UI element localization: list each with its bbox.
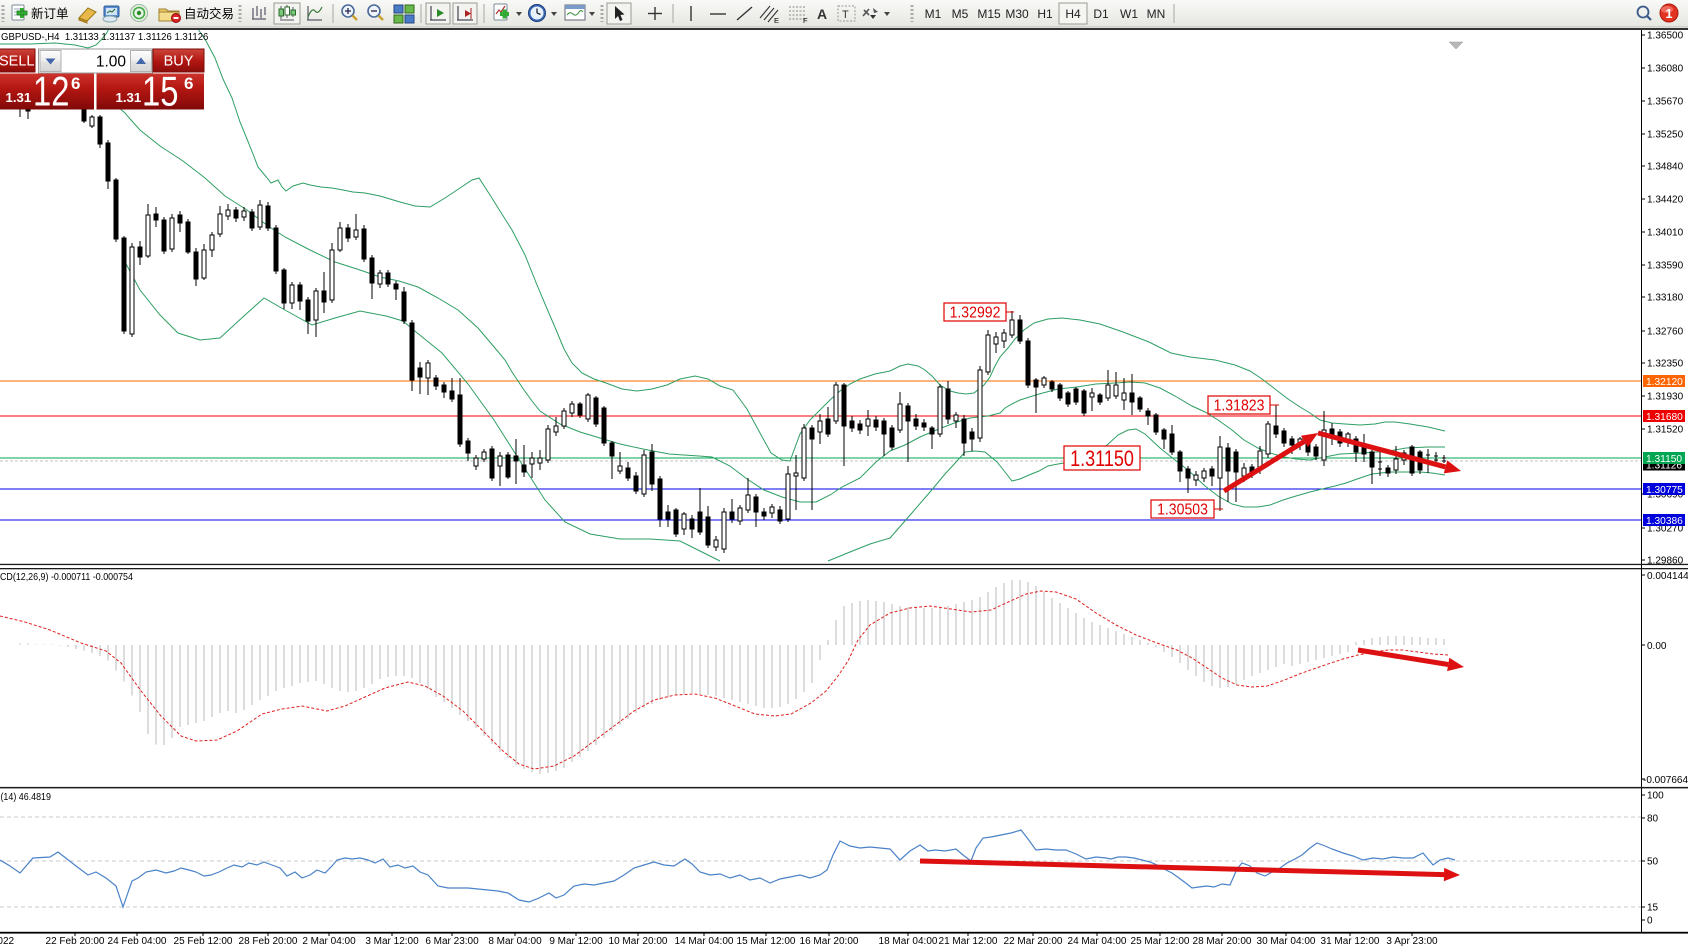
svg-text:自动交易: 自动交易	[184, 6, 234, 21]
svg-text:80: 80	[1647, 814, 1659, 825]
svg-text:1.32992: 1.32992	[950, 304, 1001, 322]
svg-text:1.31: 1.31	[6, 90, 32, 105]
svg-text:0.004144: 0.004144	[1647, 571, 1688, 582]
svg-text:1.30270: 1.30270	[1647, 524, 1684, 535]
svg-text:28 Mar 20:00: 28 Mar 20:00	[1193, 936, 1252, 947]
svg-text:1.31520: 1.31520	[1647, 425, 1684, 436]
svg-text:1.34010: 1.34010	[1647, 228, 1684, 239]
svg-text:21 Feb 2022: 21 Feb 2022	[0, 936, 15, 947]
svg-text:1.31150: 1.31150	[1646, 454, 1682, 465]
svg-text:1.31823: 1.31823	[1214, 397, 1265, 415]
svg-text:24 Feb 04:00: 24 Feb 04:00	[108, 936, 167, 947]
svg-text:2 Mar 04:00: 2 Mar 04:00	[302, 936, 356, 947]
svg-text:28 Feb 20:00: 28 Feb 20:00	[239, 936, 298, 947]
svg-text:21 Mar 12:00: 21 Mar 12:00	[939, 936, 998, 947]
svg-text:M5: M5	[952, 7, 969, 21]
svg-text:15 Mar 12:00: 15 Mar 12:00	[737, 936, 796, 947]
svg-text:1.32350: 1.32350	[1647, 359, 1684, 370]
svg-text:8 Mar 04:00: 8 Mar 04:00	[488, 936, 542, 947]
svg-text:F: F	[803, 16, 808, 25]
svg-text:1.36080: 1.36080	[1647, 64, 1684, 75]
svg-text:-0.007664: -0.007664	[1643, 775, 1688, 786]
svg-text:1.31: 1.31	[116, 90, 142, 105]
svg-text:新订单: 新订单	[31, 6, 69, 21]
svg-text:A: A	[817, 6, 827, 22]
svg-text:1.29860: 1.29860	[1647, 556, 1684, 567]
svg-text:1.30386: 1.30386	[1646, 516, 1683, 527]
svg-text:H1: H1	[1037, 7, 1053, 21]
svg-text:3 Apr 23:00: 3 Apr 23:00	[1386, 936, 1438, 947]
svg-text:1.36500: 1.36500	[1647, 31, 1684, 42]
svg-text:50: 50	[1647, 857, 1659, 868]
svg-text:D1: D1	[1093, 7, 1109, 21]
svg-text:1.31680: 1.31680	[1646, 412, 1683, 423]
svg-text:SELL: SELL	[0, 54, 34, 70]
svg-text:M15: M15	[977, 7, 1001, 21]
svg-text:25 Feb 12:00: 25 Feb 12:00	[174, 936, 233, 947]
svg-text:1.00: 1.00	[96, 54, 127, 71]
svg-text:1.33180: 1.33180	[1647, 293, 1684, 304]
svg-text:MN: MN	[1147, 7, 1166, 21]
svg-text:H4: H4	[1065, 7, 1081, 21]
svg-text:6: 6	[71, 74, 80, 93]
svg-text:1.32120: 1.32120	[1646, 377, 1683, 388]
svg-text:I(14) 46.4819: I(14) 46.4819	[0, 791, 51, 803]
svg-text:16 Mar 20:00: 16 Mar 20:00	[800, 936, 859, 947]
svg-text:15: 15	[1647, 903, 1659, 914]
svg-text:12: 12	[33, 68, 69, 115]
svg-text:24 Mar 04:00: 24 Mar 04:00	[1068, 936, 1127, 947]
svg-text:1.33590: 1.33590	[1647, 261, 1684, 272]
svg-text:E: E	[774, 16, 779, 25]
svg-text:3 Mar 12:00: 3 Mar 12:00	[365, 936, 419, 947]
svg-text:BUY: BUY	[164, 54, 194, 70]
svg-text:CD(12,26,9) -0.000711 -0.00075: CD(12,26,9) -0.000711 -0.000754	[0, 571, 133, 583]
svg-text:15: 15	[142, 68, 178, 115]
svg-text:14 Mar 04:00: 14 Mar 04:00	[675, 936, 734, 947]
svg-text:1.30503: 1.30503	[1157, 501, 1208, 519]
svg-text:22 Feb 20:00: 22 Feb 20:00	[46, 936, 105, 947]
svg-text:0.00: 0.00	[1647, 641, 1667, 652]
svg-text:6 Mar 23:00: 6 Mar 23:00	[425, 936, 479, 947]
svg-text:1.32760: 1.32760	[1647, 327, 1684, 338]
svg-text:25 Mar 12:00: 25 Mar 12:00	[1131, 936, 1190, 947]
svg-text:6: 6	[184, 74, 193, 93]
svg-text:1.34840: 1.34840	[1647, 162, 1684, 173]
svg-text:1.31150: 1.31150	[1070, 447, 1134, 471]
svg-text:GBPUSD-,H4 1.31133 1.31137 1.: GBPUSD-,H4 1.31133 1.31137 1.31126 1.311…	[1, 32, 209, 43]
svg-text:M30: M30	[1005, 7, 1029, 21]
svg-text:1.30775: 1.30775	[1646, 485, 1683, 496]
svg-text:1.31930: 1.31930	[1647, 392, 1684, 403]
svg-text:100: 100	[1647, 791, 1664, 802]
svg-text:1.35670: 1.35670	[1647, 97, 1684, 108]
svg-text:30 Mar 04:00: 30 Mar 04:00	[1257, 936, 1316, 947]
svg-text:22 Mar 20:00: 22 Mar 20:00	[1004, 936, 1063, 947]
svg-text:1.34420: 1.34420	[1647, 195, 1684, 206]
svg-text:1.35250: 1.35250	[1647, 130, 1684, 141]
svg-text:10 Mar 20:00: 10 Mar 20:00	[609, 936, 668, 947]
svg-text:M1: M1	[925, 7, 942, 21]
svg-text:0: 0	[1647, 916, 1653, 927]
svg-text:1: 1	[1666, 7, 1673, 21]
svg-text:W1: W1	[1120, 7, 1138, 21]
svg-text:31 Mar 12:00: 31 Mar 12:00	[1321, 936, 1380, 947]
svg-text:9 Mar 12:00: 9 Mar 12:00	[549, 936, 603, 947]
svg-text:T: T	[842, 9, 849, 21]
svg-text:1.31126: 1.31126	[1646, 460, 1682, 471]
svg-text:18 Mar 04:00: 18 Mar 04:00	[879, 936, 938, 947]
